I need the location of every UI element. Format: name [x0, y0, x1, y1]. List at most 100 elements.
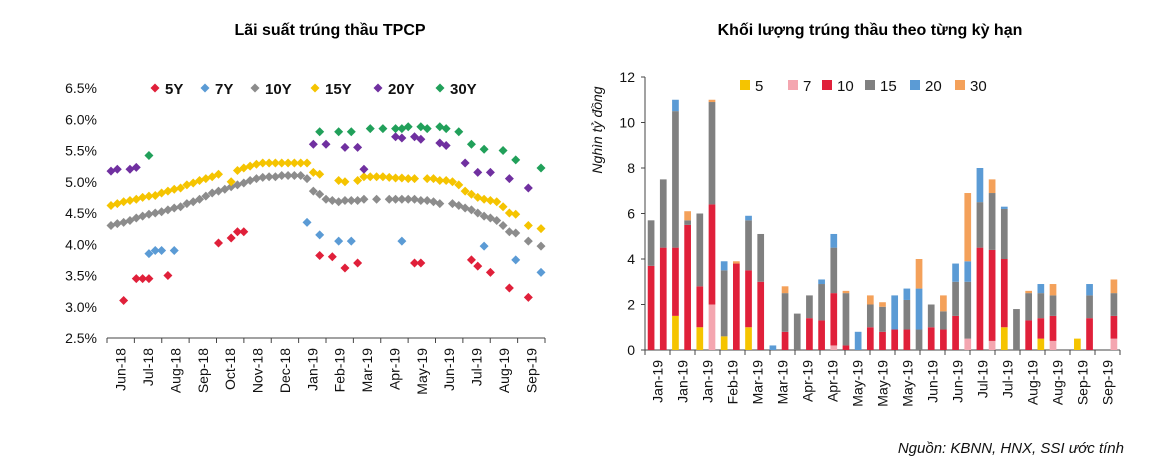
- data-point-7Y: [479, 241, 489, 251]
- x-tick-label: Jan-19: [700, 360, 716, 403]
- bar-segment-10: [1110, 315, 1118, 339]
- data-point-30Y: [378, 124, 388, 134]
- x-tick-label: Jul-18: [140, 348, 156, 386]
- data-point-20Y: [504, 174, 514, 184]
- bar-segment-20: [854, 331, 862, 350]
- data-point-30Y: [346, 127, 356, 137]
- data-point-15Y: [270, 158, 280, 168]
- x-tick-label: Mar-19: [359, 348, 375, 393]
- data-point-15Y: [169, 184, 179, 194]
- data-point-10Y: [504, 227, 514, 237]
- x-tick-label: Jul-19: [1000, 360, 1016, 398]
- data-point-5Y: [504, 283, 514, 293]
- data-point-10Y: [346, 196, 356, 205]
- data-point-15Y: [214, 169, 223, 179]
- chart-title: Khối lượng trúng thầu theo từng kỳ hạn: [718, 22, 1023, 39]
- data-point-15Y: [365, 172, 375, 182]
- data-point-15Y: [138, 192, 148, 202]
- y-tick-label: 3.0%: [65, 299, 97, 315]
- bar-segment-10: [903, 329, 911, 350]
- bar-segment-15: [696, 213, 704, 287]
- bar-segment-10: [818, 320, 825, 350]
- legend-swatch-10: [822, 80, 832, 90]
- data-point-7Y: [536, 267, 546, 277]
- y-tick-label: 2: [627, 297, 635, 313]
- data-point-10Y: [308, 186, 318, 196]
- data-point-30Y: [334, 127, 344, 137]
- bar-segment-10: [732, 263, 740, 350]
- data-point-30Y: [511, 155, 521, 165]
- bar-segment-15: [964, 281, 972, 339]
- source-note: Nguồn: KBNN, HNX, SSI ước tính: [897, 440, 1124, 457]
- bar-segment-5: [720, 336, 728, 350]
- bar-segment-30: [915, 259, 923, 289]
- data-point-15Y: [125, 196, 135, 205]
- data-point-7Y: [144, 249, 154, 259]
- data-point-5Y: [232, 227, 242, 237]
- data-point-15Y: [391, 173, 401, 183]
- data-point-20Y: [321, 139, 331, 149]
- data-point-10Y: [403, 194, 413, 204]
- bar-segment-10: [745, 270, 752, 328]
- data-point-30Y: [403, 122, 413, 132]
- x-tick-label: Jun-19: [950, 360, 966, 403]
- legend-label-30Y: 30Y: [450, 81, 477, 98]
- bar-segment-20: [976, 168, 984, 203]
- x-tick-label: May-19: [414, 348, 430, 395]
- y-tick-label: 8: [627, 160, 635, 176]
- bar-segment-10: [830, 293, 838, 346]
- legend-label-5: 5: [755, 78, 763, 95]
- bar-segment-15: [672, 111, 679, 248]
- data-point-20Y: [353, 142, 363, 152]
- x-tick-label: Aug-19: [1025, 360, 1041, 405]
- bar-segment-15: [1013, 309, 1020, 350]
- y-tick-label: 12: [619, 69, 635, 85]
- bar-segment-20: [1037, 284, 1045, 294]
- data-point-5Y: [416, 258, 426, 268]
- bar-segment-15: [757, 233, 765, 282]
- data-point-15Y: [353, 176, 363, 185]
- bar-segment-10: [927, 327, 935, 350]
- x-tick-label: Jan-19: [304, 348, 320, 391]
- legend-swatch-30: [955, 80, 965, 90]
- data-point-10Y: [416, 196, 426, 205]
- y-tick-label: 3.5%: [65, 268, 97, 284]
- bar-segment-15: [879, 306, 886, 332]
- data-point-30Y: [391, 124, 401, 134]
- data-point-10Y: [498, 221, 508, 230]
- legend-label-20: 20: [925, 78, 942, 95]
- data-point-10Y: [473, 208, 483, 218]
- bar-segment-10: [696, 286, 704, 328]
- bar-segment-10: [879, 331, 886, 350]
- data-point-7Y: [302, 217, 312, 227]
- data-point-15Y: [283, 158, 293, 168]
- bar-segment-10: [684, 224, 691, 350]
- bar-segment-20: [769, 345, 777, 350]
- bar-segment-15: [1086, 295, 1093, 319]
- bar-segment-10: [757, 281, 765, 350]
- data-point-5Y: [327, 252, 337, 262]
- data-point-7Y: [315, 230, 325, 240]
- x-tick-label: Jan-19: [675, 360, 691, 403]
- data-point-20Y: [523, 183, 533, 193]
- bar-segment-10: [659, 247, 667, 350]
- bar-segment-15: [708, 102, 716, 205]
- legend-marker-20Y: [373, 83, 383, 93]
- bar-segment-30: [1025, 290, 1033, 294]
- legend-label-30: 30: [970, 78, 987, 95]
- data-point-5Y: [485, 267, 495, 277]
- legend-marker-30Y: [435, 83, 445, 93]
- x-tick-label: Jan-19: [650, 360, 666, 403]
- bar-segment-15: [988, 193, 996, 250]
- bar-segment-10: [806, 318, 813, 350]
- bar-segment-15: [1049, 295, 1057, 316]
- bar-segment-10: [866, 327, 874, 350]
- data-point-5Y: [214, 238, 223, 248]
- data-point-10Y: [353, 196, 363, 205]
- bar-segment-10: [1049, 315, 1057, 341]
- data-point-30Y: [479, 144, 489, 154]
- x-tick-label: May-19: [850, 360, 866, 407]
- x-tick-label: Dec-18: [277, 348, 293, 393]
- y-tick-label: 0: [627, 342, 635, 358]
- x-tick-label: Aug-19: [496, 348, 512, 393]
